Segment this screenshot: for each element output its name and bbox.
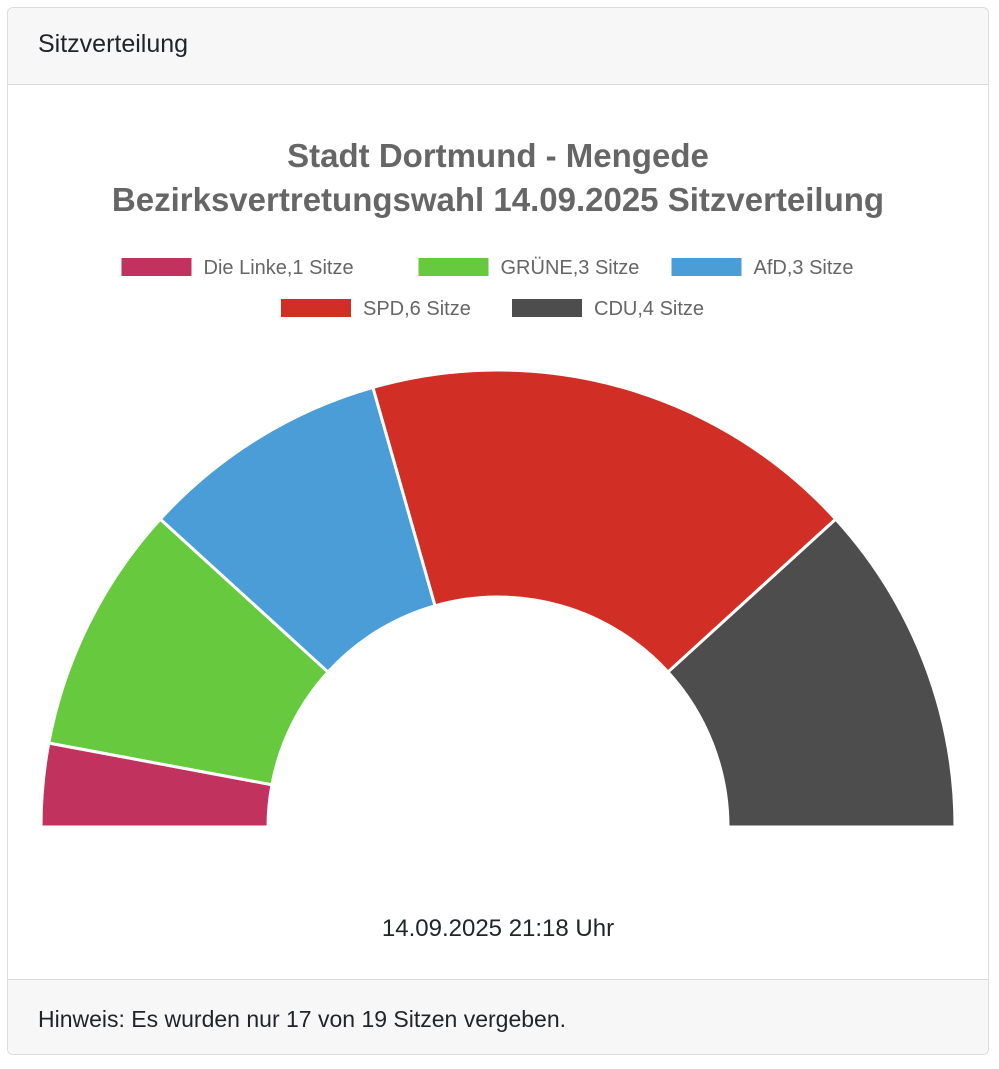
- chart-timestamp: 14.09.2025 21:18 Uhr: [381, 915, 615, 942]
- legend-label: CDU,4 Sitze: [594, 298, 704, 320]
- legend-item[interactable]: AfD,3 Sitze: [671, 257, 854, 279]
- chart-title-line: Bezirksvertretungswahl 14.09.2025 Sitzve…: [112, 181, 884, 218]
- legend-item[interactable]: SPD,6 Sitze: [281, 298, 471, 320]
- arc-segment-spd[interactable]: [371, 368, 838, 675]
- legend-swatch: [121, 258, 192, 276]
- legend-item[interactable]: Die Linke,1 Sitze: [121, 257, 354, 279]
- legend-label: AfD,3 Sitze: [754, 257, 854, 279]
- chart-arcs: [39, 368, 957, 829]
- chart-title: Stadt Dortmund - Mengede Bezirksvertretun…: [112, 137, 884, 218]
- card-footer: Hinweis: Es wurden nur 17 von 19 Sitzen …: [8, 979, 988, 1054]
- seat-chart: Stadt Dortmund - Mengede Bezirksvertretun…: [39, 137, 957, 829]
- legend-label: Die Linke,1 Sitze: [204, 257, 354, 279]
- legend-item[interactable]: GRÜNE,3 Sitze: [418, 257, 640, 279]
- seat-distribution-card: Sitzverteilung Stadt Dortmund - Mengede B…: [7, 7, 989, 1055]
- legend-item[interactable]: CDU,4 Sitze: [512, 298, 704, 320]
- legend-swatch: [512, 299, 582, 317]
- legend-swatch: [671, 258, 742, 276]
- card-footer-note: Hinweis: Es wurden nur 17 von 19 Sitzen …: [38, 1006, 567, 1032]
- legend-swatch: [281, 299, 351, 317]
- chart-legend: Die Linke,1 Sitze GRÜNE,3 Sitze AfD,3 Sitz…: [121, 257, 854, 320]
- card-header: Sitzverteilung: [8, 8, 988, 85]
- card-header-title: Sitzverteilung: [38, 30, 189, 58]
- card-body: Stadt Dortmund - Mengede Bezirksvertretun…: [8, 85, 988, 978]
- legend-label: SPD,6 Sitze: [363, 298, 471, 320]
- legend-label: GRÜNE,3 Sitze: [501, 257, 640, 279]
- legend-swatch: [418, 258, 489, 276]
- chart-title-line: Stadt Dortmund - Mengede: [287, 137, 709, 174]
- arc-segment-cdu[interactable]: [665, 517, 957, 829]
